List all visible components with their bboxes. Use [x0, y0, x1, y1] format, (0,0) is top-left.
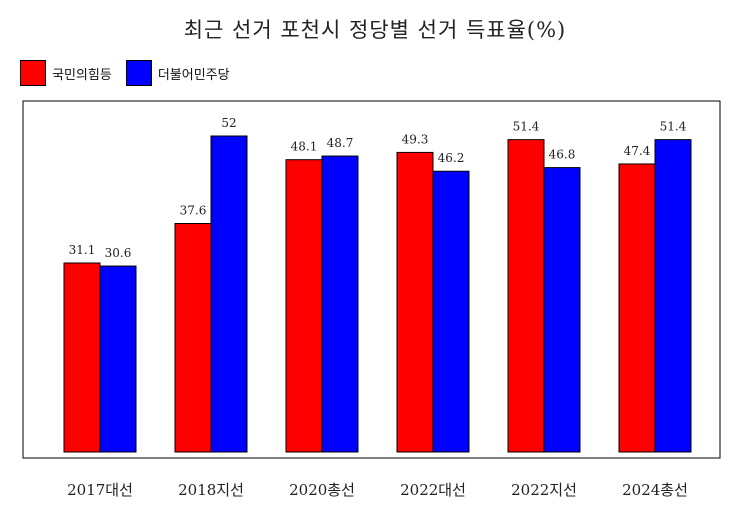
value-label-series-2-2020총선: 48.7	[327, 136, 354, 150]
value-label-series-2-2017대선: 30.6	[105, 246, 132, 260]
bar-series-2-2022대선	[432, 170, 470, 453]
bar-series-1-2022대선	[396, 151, 434, 453]
legend-item-series-1: 국민의힘등	[20, 60, 112, 86]
bar-series-2-2018지선	[210, 135, 248, 453]
category-label-2018지선: 2018지선	[178, 481, 244, 499]
bar-series-1-2022지선	[507, 139, 545, 453]
category-label-2017대선: 2017대선	[67, 481, 133, 499]
category-label-2022지선: 2022지선	[511, 481, 577, 499]
value-label-series-1-2022대선: 49.3	[402, 132, 429, 146]
value-label-series-1-2020총선: 48.1	[291, 140, 318, 154]
category-label-2020총선: 2020총선	[289, 481, 355, 499]
value-label-series-1-2024총선: 47.4	[624, 144, 651, 158]
value-label-series-2-2018지선: 52	[221, 116, 236, 130]
legend-label-series-2: 더불어민주당	[157, 67, 230, 83]
bar-series-1-2020총선	[285, 159, 323, 453]
bar-series-2-2017대선	[99, 265, 137, 453]
plot-area	[22, 100, 721, 459]
legend-item-series-2: 더불어민주당	[125, 60, 230, 86]
legend-swatch-series-2	[125, 60, 152, 86]
value-label-series-1-2017대선: 31.1	[69, 243, 96, 257]
value-label-series-1-2018지선: 37.6	[180, 204, 207, 218]
category-label-2022대선: 2022대선	[400, 481, 466, 499]
value-label-series-2-2022지선: 46.8	[549, 148, 576, 162]
legend: 국민의힘등 더불어민주당	[20, 60, 230, 86]
bars-group	[63, 135, 692, 453]
legend-label-series-1: 국민의힘등	[52, 67, 112, 83]
bar-series-1-2024총선	[618, 163, 656, 453]
bar-series-2-2024총선	[654, 139, 692, 453]
value-label-series-2-2024총선: 51.4	[660, 120, 687, 134]
bar-series-2-2020총선	[321, 155, 359, 453]
category-labels-group: 2017대선 2018지선 2020총선 2022대선 2022지선 2024총선	[67, 481, 688, 499]
bar-series-1-2017대선	[63, 262, 101, 453]
category-label-2024총선: 2024총선	[622, 481, 688, 499]
chart-title: 최근 선거 포천시 정당별 선거 득표율(%)	[183, 18, 567, 42]
bar-series-2-2022지선	[543, 167, 581, 453]
value-label-series-1-2022지선: 51.4	[513, 120, 540, 134]
legend-swatch-series-1	[20, 60, 46, 86]
bar-series-1-2018지선	[174, 223, 212, 453]
value-label-series-2-2022대선: 46.2	[438, 151, 465, 165]
value-labels-group: 31.1 30.6 37.6 52 48.1 48.7 49.3 46.2 51.4 46.8 47…	[69, 116, 687, 260]
